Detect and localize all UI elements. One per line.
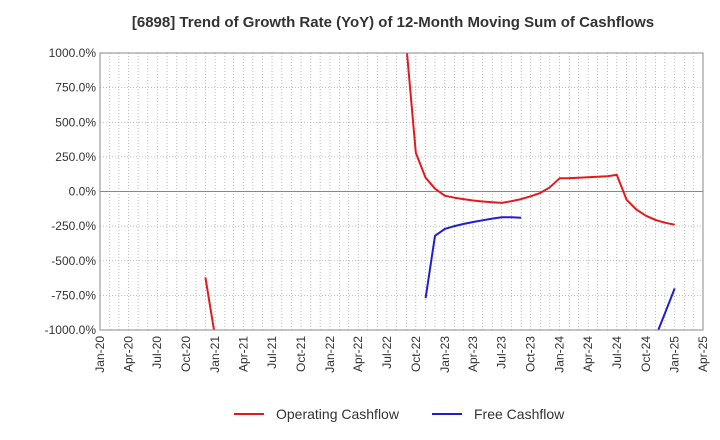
y-tick-label: 500.0%: [55, 115, 96, 129]
x-tick-label: Jul-21: [265, 336, 279, 369]
series-line: [406, 53, 675, 226]
y-tick-label: -500.0%: [51, 254, 96, 268]
x-tick-label: Apr-24: [581, 336, 595, 372]
legend-label: Operating Cashflow: [276, 406, 400, 422]
y-tick-label: -250.0%: [51, 219, 96, 233]
series-line: [657, 288, 676, 330]
x-tick-label: Jul-20: [150, 336, 164, 369]
x-tick-label: Oct-24: [639, 336, 653, 372]
x-tick-label: Jul-22: [380, 336, 394, 369]
x-tick-label: Jul-23: [495, 336, 509, 369]
x-tick-label: Jan-22: [323, 336, 337, 373]
x-tick-label: Oct-23: [524, 336, 538, 372]
x-tick-label: Apr-22: [351, 336, 365, 372]
x-tick-label: Apr-25: [696, 336, 710, 372]
x-axis: Jan-20 Apr-20 Jul-20 Oct-20 Jan-21 Apr-21 Jul-…: [93, 336, 710, 373]
x-tick-label: Apr-21: [236, 336, 250, 372]
legend: Operating Cashflow Free Cashflow: [234, 406, 565, 422]
chart-title: [6898] Trend of Growth Rate (YoY) of 12-…: [132, 14, 654, 31]
x-tick-label: Jan-24: [553, 336, 567, 373]
x-tick-label: Jan-25: [668, 336, 682, 373]
x-tick-label: Jan-23: [438, 336, 452, 373]
x-tick-label: Oct-21: [294, 336, 308, 372]
x-tick-label: Oct-22: [409, 336, 423, 372]
y-tick-label: 750.0%: [55, 81, 96, 95]
x-tick-label: Apr-23: [466, 336, 480, 372]
x-tick-label: Jan-20: [93, 336, 107, 373]
series-line: [204, 277, 215, 330]
y-tick-label: 0.0%: [69, 185, 97, 199]
plot-area: [99, 52, 704, 331]
x-tick-label: Oct-20: [179, 336, 193, 372]
x-tick-label: Jul-24: [610, 336, 624, 369]
series-line: [424, 216, 522, 299]
y-tick-label: -1000.0%: [45, 323, 97, 337]
y-axis: 1000.0% 750.0% 500.0% 250.0% 0.0% -250.0% -500…: [45, 46, 97, 337]
y-tick-label: 1000.0%: [49, 46, 97, 60]
y-tick-label: -750.0%: [51, 288, 96, 302]
grid: [100, 52, 703, 331]
series-layer: [204, 53, 676, 330]
x-tick-label: Jan-21: [208, 336, 222, 373]
legend-label: Free Cashflow: [474, 406, 565, 422]
y-tick-label: 250.0%: [55, 150, 96, 164]
x-tick-label: Apr-20: [122, 336, 136, 372]
